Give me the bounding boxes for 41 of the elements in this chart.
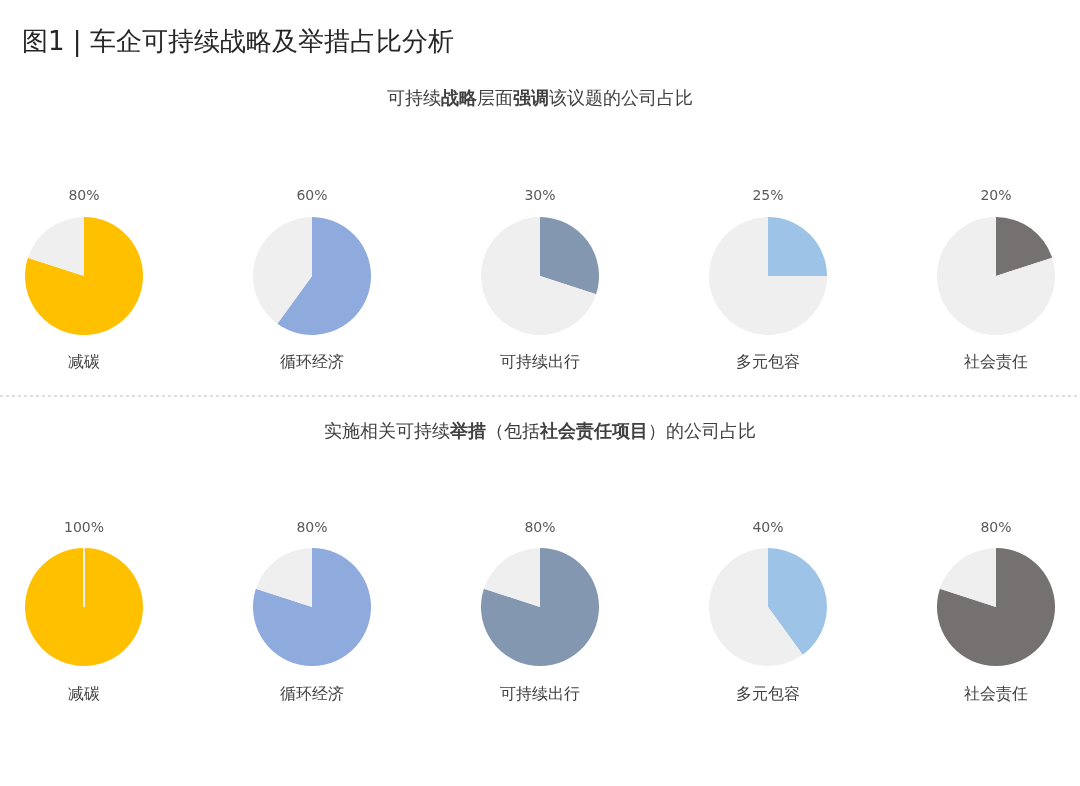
text: 社会责任: [964, 684, 1028, 703]
text: 多元包容: [736, 352, 800, 371]
text: 实施相关可持续举措（包括社会责任项目）的公司占比: [324, 420, 756, 441]
pie-slice: [481, 217, 597, 335]
text: 减碳: [68, 684, 100, 703]
pie-slice: [253, 548, 371, 666]
pie-slice: [483, 548, 540, 607]
data-label: 40%: [752, 519, 784, 535]
text: 图1 | 车企可持续战略及举措占比分析: [22, 26, 454, 57]
data-label: 60%: [296, 187, 328, 203]
pie-slice: [709, 217, 827, 335]
data-label: 25%: [752, 187, 784, 203]
pie-slice: [939, 548, 996, 607]
text: 循环经济: [280, 352, 344, 371]
data-label: 80%: [68, 187, 100, 203]
pie-slice: [937, 548, 1055, 666]
pie-slice: [25, 217, 143, 335]
pie-slice: [255, 548, 312, 607]
data-label: 80%: [980, 519, 1012, 535]
text: 可持续出行: [500, 352, 580, 371]
data-label: 20%: [980, 187, 1012, 203]
pie-slice: [709, 548, 803, 666]
pie-slice: [937, 217, 1055, 335]
pie-slice: [996, 217, 1053, 276]
data-label: 100%: [63, 519, 105, 535]
text: 多元包容: [736, 684, 800, 703]
pie-slice: [540, 217, 599, 295]
text: 减碳: [68, 352, 100, 371]
text: 社会责任: [964, 352, 1028, 371]
pie-slice: [253, 217, 312, 324]
pie-slice: [277, 217, 371, 335]
text: 循环经济: [280, 684, 344, 703]
pie-slice: [768, 548, 827, 655]
pie-slice: [768, 217, 827, 276]
text: 可持续战略层面强调该议题的公司占比: [387, 87, 693, 108]
pie-slice: [481, 548, 599, 666]
data-label: 80%: [524, 519, 556, 535]
text: 可持续出行: [500, 684, 580, 703]
pie-slice: [27, 217, 84, 276]
data-label: 80%: [296, 519, 328, 535]
data-label: 30%: [524, 187, 556, 203]
